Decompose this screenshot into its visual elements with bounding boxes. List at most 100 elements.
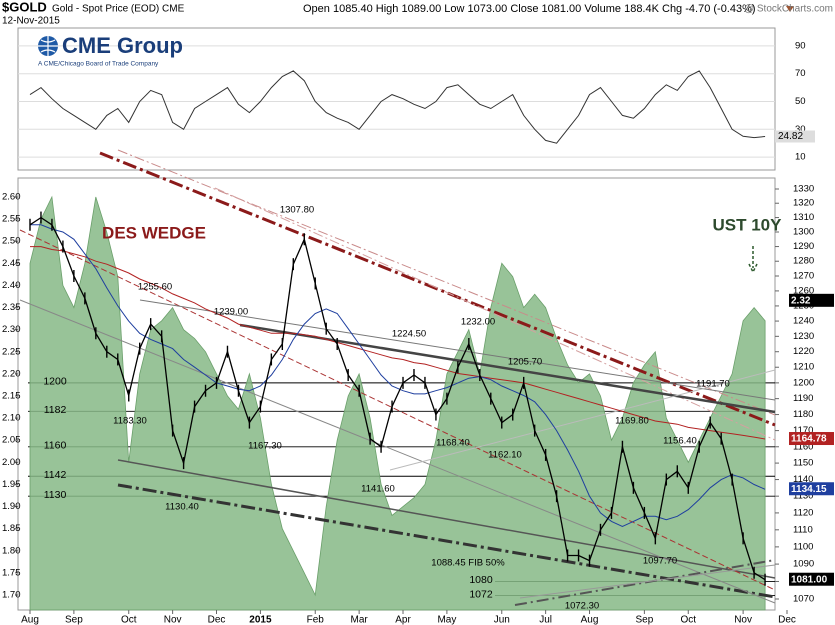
y2-tick-label: 1.95 — [2, 479, 21, 490]
y-tick-label: 1200 — [793, 377, 814, 388]
y-tick-label: 1100 — [793, 541, 813, 552]
rsi-tick-label: 90 — [795, 40, 806, 51]
price-annotation: 1072.30 — [565, 601, 599, 612]
y-tick-label: 1210 — [793, 362, 814, 373]
price-annotation: 1167.30 — [248, 441, 282, 452]
price-annotation: 1307.80 — [280, 205, 314, 216]
y-tick-label: 1230 — [793, 331, 814, 342]
price-annotation: 1232.00 — [461, 317, 495, 328]
ust-last-label: 2.32 — [791, 295, 811, 306]
rsi-line — [29, 70, 766, 144]
price-annotation: 1130.40 — [165, 502, 199, 513]
y-tick-label: 1070 — [793, 594, 814, 605]
x-tick-label: Oct — [121, 615, 137, 625]
x-tick-label: Feb — [307, 615, 325, 625]
rsi-layer: 10 30 50 70 90 24.82 — [18, 40, 815, 163]
rsi-tick-label: 30 — [795, 124, 806, 135]
level-label: 1182 — [44, 404, 67, 416]
y-tick-label: 1180 — [793, 409, 813, 420]
x-tick-label: Dec — [778, 615, 796, 625]
area-layer — [28, 195, 775, 611]
ma-last-label-box — [789, 432, 834, 446]
price-line — [29, 216, 766, 581]
y2-tick-label: 2.25 — [2, 346, 21, 357]
y-tick-label: 1120 — [793, 507, 813, 518]
moving-average — [30, 224, 766, 527]
price-annotation: 1224.50 — [392, 329, 426, 340]
level-label: 1142 — [44, 469, 67, 481]
x-tick-label: Dec — [208, 615, 226, 625]
price-annotation: 1162.10 — [488, 450, 522, 461]
level-label: 1200 — [43, 376, 67, 388]
trendline — [389, 369, 776, 471]
instrument-name: Gold - Spot Price (EOD) CME — [52, 4, 185, 15]
x-tick-label: 2015 — [249, 615, 272, 625]
rsi-panel — [17, 27, 776, 171]
ust-last-label-box — [789, 293, 834, 307]
ust-label: UST 10Y — [713, 215, 783, 234]
moving-average — [30, 246, 766, 440]
close-label-box — [789, 572, 834, 586]
price-annotation: 1205.70 — [508, 357, 542, 368]
y-tick-label: 1110 — [793, 524, 813, 535]
symbol: $GOLD — [2, 0, 47, 14]
y2-tick-label: 2.40 — [2, 280, 21, 291]
x-tick-label: Nov — [164, 615, 182, 625]
rsi-last-box — [775, 130, 815, 143]
price-annotation: 1183.30 — [113, 416, 147, 427]
y-tick-label: 1160 — [793, 441, 813, 452]
ma-last-label-box — [789, 482, 834, 496]
ma-last-label: 1164.78 — [791, 434, 827, 445]
y2-tick-label: 2.45 — [2, 258, 21, 269]
rsi-tick-label: 50 — [795, 96, 806, 107]
trendline — [19, 229, 776, 591]
y2-tick-label: 2.55 — [2, 214, 21, 225]
level-label: 1072 — [469, 588, 493, 600]
x-tick-label: Sep — [635, 615, 653, 625]
date: 12-Nov-2015 — [2, 16, 60, 27]
y-tick-label: 1260 — [793, 285, 814, 296]
y-tick-label: 1220 — [793, 346, 814, 357]
logo-subtitle: A CME/Chicago Board of Trade Company — [38, 61, 159, 68]
y2-tick-label: 1.70 — [2, 590, 21, 601]
y-tick-label: 1290 — [793, 241, 814, 252]
x-tick-label: Aug — [21, 615, 39, 625]
y-tick-label: 1300 — [793, 227, 814, 238]
y2-tick-label: 2.00 — [2, 457, 21, 468]
y2-tick-label: 2.30 — [2, 324, 21, 335]
price-annotation: 1255.60 — [138, 282, 172, 293]
logo-text: CME Group — [62, 33, 183, 58]
y-tick-label: 1090 — [793, 559, 814, 570]
rsi-last-label: 24.82 — [778, 131, 803, 142]
y-tick-label: 1140 — [793, 474, 813, 485]
level-label: 1160 — [44, 440, 67, 452]
ust-area — [29, 195, 766, 611]
front-layer: 1070 1080 1090 1100 1110 1120 1130 1140 1150 1160… — [2, 184, 834, 625]
ust-arrow — [748, 246, 758, 274]
rsi-tick-label: 10 — [795, 152, 806, 163]
trendlines — [19, 149, 776, 606]
y2-tick-label: 1.90 — [2, 501, 21, 512]
price-annotation: 1088.45 FIB 50% — [431, 558, 505, 569]
y-tick-label: 1170 — [793, 425, 813, 436]
y2-tick-label: 2.05 — [2, 435, 21, 446]
x-tick-label: Jul — [539, 615, 552, 625]
x-tick-label: Jun — [494, 615, 510, 625]
trendline — [117, 149, 776, 416]
level-label: 1130 — [44, 489, 67, 501]
y-tick-label: 1190 — [793, 393, 813, 404]
y-tick-label: 1280 — [793, 256, 814, 267]
trendline — [19, 299, 776, 604]
x-tick-label: Aug — [581, 615, 599, 625]
wedge-label: DES WEDGE — [102, 223, 206, 242]
y-tick-label: 1240 — [793, 316, 814, 327]
trendline — [519, 564, 776, 599]
logo-globe-lines — [38, 36, 58, 56]
x-tick-label: Oct — [680, 615, 696, 625]
price-annotation: 1191.70 — [696, 379, 730, 390]
x-tick-label: Apr — [395, 615, 411, 625]
price-annotation: 1169.80 — [615, 416, 649, 427]
